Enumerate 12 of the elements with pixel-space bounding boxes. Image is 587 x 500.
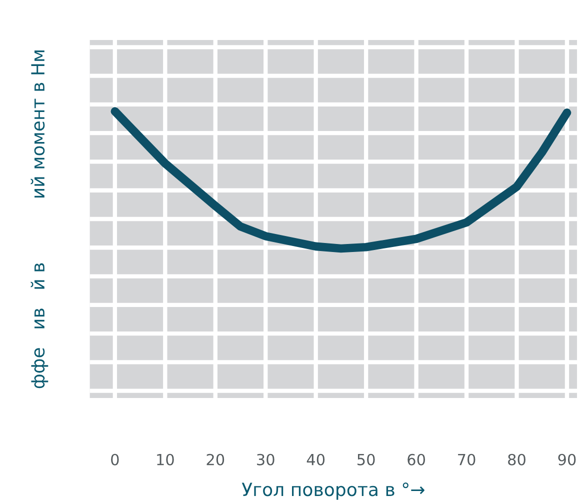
x-tick-label: 10 (157, 454, 174, 466)
x-tick-label: 40 (306, 454, 325, 466)
x-tick-label: 50 (358, 454, 375, 466)
x-axis-title: Угол поворота в °→ (242, 482, 424, 500)
x-tick-label: 60 (408, 454, 425, 466)
x-tick-label: 90 (558, 454, 576, 466)
x-tick-label: 30 (257, 454, 274, 466)
x-tick-label: 70 (458, 454, 476, 466)
x-tick-label: 80 (508, 454, 526, 466)
x-tick-label: 20 (206, 454, 224, 466)
x-tick-label: 0 (111, 454, 119, 466)
y-axis-title: ффе ив й в ий момент в Нм (30, 50, 48, 388)
